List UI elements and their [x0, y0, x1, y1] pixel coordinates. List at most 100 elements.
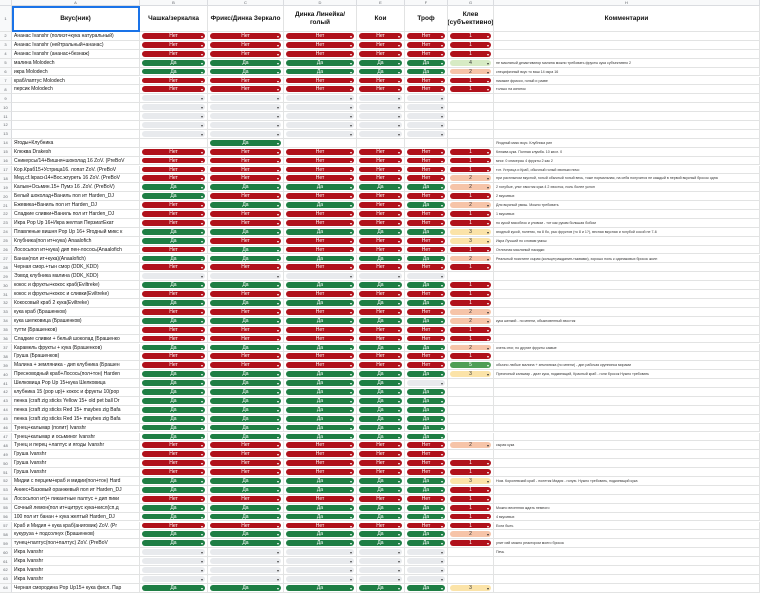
yes-chip[interactable]: Да ▾ [286, 486, 354, 493]
no-chip[interactable]: Нет ▾ [407, 41, 445, 48]
rating-cell[interactable]: 1 ▾ [448, 40, 494, 50]
dropdown-cell[interactable]: Нет ▾ [140, 361, 208, 371]
comment-cell[interactable] [494, 423, 760, 433]
row-number[interactable]: 46 [0, 423, 12, 433]
no-chip[interactable]: Нет ▾ [210, 237, 281, 244]
dropdown-cell[interactable]: Нет ▾ [140, 468, 208, 477]
dropdown-cell[interactable]: Да ▾ [140, 405, 208, 415]
empty-dropdown-chip[interactable]: ▾ [407, 380, 445, 386]
dropdown-cell[interactable]: Нет ▾ [405, 361, 448, 371]
rating-chip[interactable]: 1 ▾ [450, 540, 491, 546]
rating-chip[interactable]: 1 ▾ [450, 353, 491, 359]
dropdown-cell[interactable]: Нет ▾ [357, 468, 405, 477]
rating-cell[interactable]: 1 ▾ [448, 325, 494, 335]
rating-cell[interactable] [448, 396, 494, 406]
no-chip[interactable]: Нет ▾ [407, 86, 445, 92]
no-chip[interactable]: Нет ▾ [286, 175, 354, 181]
comment-cell[interactable] [494, 325, 760, 335]
flavor-name-cell[interactable]: тунец+палтус(пол+палтус) ZoV. (PreBoV [12, 539, 140, 549]
dropdown-cell[interactable]: Да ▾ [208, 414, 284, 424]
row-number[interactable]: 58 [0, 530, 12, 540]
flavor-name-cell[interactable]: Мидии с перцем+краб и мидии(пол+тон) Har… [12, 477, 140, 486]
yes-chip[interactable]: Да ▾ [286, 68, 354, 75]
dropdown-cell[interactable]: Нет ▾ [405, 290, 448, 299]
yes-chip[interactable]: Да ▾ [210, 433, 281, 440]
flavor-name-cell[interactable]: Тунец+кальмар и осьминог Ivanshr [12, 432, 140, 442]
empty-dropdown-chip[interactable]: ▾ [407, 567, 445, 573]
yes-chip[interactable]: Да ▾ [142, 540, 205, 546]
yes-chip[interactable]: Да ▾ [286, 282, 354, 288]
dropdown-cell[interactable]: Нет ▾ [357, 218, 405, 228]
yes-chip[interactable]: Да ▾ [359, 478, 402, 484]
comment-cell[interactable] [494, 530, 760, 540]
flavor-name-cell[interactable]: Грушa Ivanshr [12, 468, 140, 477]
empty-dropdown-chip[interactable]: ▾ [407, 549, 445, 555]
yes-chip[interactable]: Да ▾ [210, 202, 281, 208]
empty-dropdown-chip[interactable]: ▾ [286, 273, 354, 279]
rating-cell[interactable]: 2 ▾ [448, 254, 494, 264]
flavor-name-cell[interactable]: Кокосовый краб 2 кукa(Eviltrekе) [12, 299, 140, 308]
rating-cell[interactable]: 1 ▾ [448, 503, 494, 513]
flavor-name-cell[interactable]: Клубника(пол ит+кукa) Anaalofich [12, 236, 140, 246]
yes-chip[interactable]: Да ▾ [286, 513, 354, 520]
yes-chip[interactable]: Да ▾ [407, 406, 445, 413]
rating-cell[interactable]: 2 ▾ [448, 441, 494, 451]
header-cell-a[interactable]: Вкус(ник) [12, 6, 140, 32]
dropdown-cell[interactable]: Нет ▾ [357, 361, 405, 371]
row-number[interactable]: 48 [0, 441, 12, 451]
rating-cell[interactable] [448, 388, 494, 397]
rating-chip[interactable]: 2 ▾ [450, 531, 491, 537]
flavor-name-cell[interactable]: Ээвод клубника малина (DDK_KDD) [12, 272, 140, 282]
no-chip[interactable]: Нет ▾ [407, 77, 445, 84]
flavor-name-cell[interactable]: Кор.Краб15+Устрица16. лопат ZoV. (PreBoV [12, 165, 140, 175]
yes-chip[interactable]: Да ▾ [210, 59, 281, 66]
dropdown-cell[interactable]: ▾ [140, 94, 208, 104]
dropdown-cell[interactable]: ▾ [357, 548, 405, 558]
dropdown-cell[interactable]: Да ▾ [208, 583, 284, 593]
flavor-name-cell[interactable]: тутти (Брашенков) [12, 325, 140, 335]
yes-chip[interactable]: Да ▾ [407, 486, 445, 493]
dropdown-cell[interactable]: Да ▾ [140, 423, 208, 433]
dropdown-cell[interactable]: Нет ▾ [140, 290, 208, 299]
empty-dropdown-chip[interactable]: ▾ [142, 122, 205, 128]
comment-cell[interactable]: только на кипяток [494, 85, 760, 95]
comment-cell[interactable] [494, 574, 760, 584]
dropdown-cell[interactable]: Да ▾ [357, 343, 405, 353]
yes-chip[interactable]: Да ▾ [359, 184, 402, 190]
no-chip[interactable]: Нет ▾ [407, 211, 445, 217]
dropdown-cell[interactable]: Да ▾ [208, 58, 284, 68]
dropdown-cell[interactable]: Да ▾ [208, 67, 284, 77]
row-number[interactable]: 64 [0, 583, 12, 593]
yes-chip[interactable]: Да ▾ [359, 228, 402, 235]
yes-chip[interactable]: Да ▾ [210, 344, 281, 351]
no-chip[interactable]: Нет ▾ [359, 264, 402, 270]
comment-cell[interactable]: Можно весенняя ждать немного [494, 503, 760, 513]
empty-dropdown-chip[interactable]: ▾ [286, 104, 354, 110]
no-chip[interactable]: Нет ▾ [210, 211, 281, 217]
no-chip[interactable]: Нет ▾ [286, 166, 354, 173]
no-chip[interactable]: Нет ▾ [142, 442, 205, 448]
rating-cell[interactable] [448, 414, 494, 424]
yes-chip[interactable]: Да ▾ [142, 255, 205, 262]
rating-cell[interactable]: 1 ▾ [448, 485, 494, 495]
row-number[interactable]: 43 [0, 396, 12, 406]
flavor-name-cell[interactable]: Мед.сf.Iкрасн14+Вос.жгуреть 16 ZoV. (Pre… [12, 174, 140, 184]
rating-cell[interactable] [448, 272, 494, 282]
dropdown-cell[interactable]: Да ▾ [140, 183, 208, 193]
no-chip[interactable]: Нет ▾ [286, 442, 354, 448]
dropdown-cell[interactable]: Нет ▾ [284, 325, 357, 335]
no-chip[interactable]: Нет ▾ [359, 193, 402, 199]
dropdown-cell[interactable]: Нет ▾ [140, 49, 208, 59]
dropdown-cell[interactable]: Нет ▾ [284, 361, 357, 371]
row-number[interactable]: 31 [0, 290, 12, 299]
dropdown-cell[interactable]: Да ▾ [405, 281, 448, 291]
yes-chip[interactable]: Да ▾ [359, 513, 402, 520]
yes-chip[interactable]: Да ▾ [286, 433, 354, 440]
no-chip[interactable]: Нет ▾ [210, 77, 281, 84]
no-chip[interactable]: Нет ▾ [142, 495, 205, 502]
no-chip[interactable]: Нет ▾ [142, 264, 205, 270]
dropdown-cell[interactable]: Да ▾ [208, 183, 284, 193]
rating-chip[interactable]: 1 ▾ [450, 33, 491, 39]
rating-cell[interactable]: 2 ▾ [448, 530, 494, 540]
comment-cell[interactable]: 1 вкусивых [494, 210, 760, 219]
